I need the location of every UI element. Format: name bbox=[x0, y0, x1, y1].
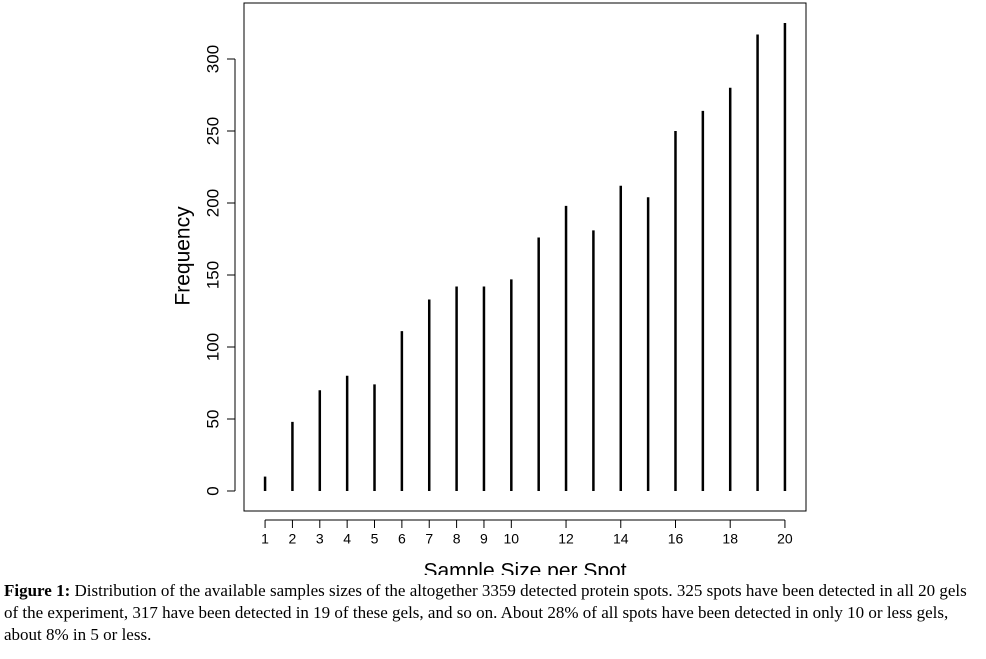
y-axis-label: Frequency bbox=[172, 206, 195, 306]
x-tick-label: 16 bbox=[668, 531, 684, 547]
x-tick-label: 4 bbox=[343, 531, 351, 547]
y-tick-label: 200 bbox=[203, 189, 222, 217]
caption-label: Figure 1: bbox=[4, 581, 71, 600]
x-tick-label: 9 bbox=[480, 531, 488, 547]
y-tick-label: 0 bbox=[203, 486, 222, 495]
plot-frame bbox=[243, 2, 807, 512]
x-tick-label: 2 bbox=[289, 531, 297, 547]
x-tick-label: 7 bbox=[425, 531, 433, 547]
x-tick-label: 3 bbox=[316, 531, 324, 547]
y-tick-label: 150 bbox=[203, 261, 222, 289]
x-tick-label: 5 bbox=[371, 531, 379, 547]
y-tick-label: 300 bbox=[203, 45, 222, 73]
x-tick-label: 8 bbox=[453, 531, 461, 547]
x-tick-label: 1 bbox=[261, 531, 269, 547]
x-tick-label: 20 bbox=[777, 531, 793, 547]
y-tick-label: 100 bbox=[203, 333, 222, 361]
y-tick-label: 50 bbox=[203, 410, 222, 429]
x-tick-label: 6 bbox=[398, 531, 406, 547]
x-axis-label: Sample Size per Spot bbox=[423, 560, 626, 575]
x-tick-label: 14 bbox=[613, 531, 629, 547]
chart: Sample Size per Spot Frequency 0 50 100 150… bbox=[172, 2, 807, 575]
x-tick-label: 10 bbox=[504, 531, 520, 547]
x-tick-label: 12 bbox=[558, 531, 574, 547]
x-tick-label: 18 bbox=[722, 531, 738, 547]
y-tick-label: 250 bbox=[203, 117, 222, 145]
caption: Figure 1: Distribution of the available … bbox=[4, 580, 979, 646]
caption-text: Distribution of the available samples si… bbox=[4, 581, 967, 644]
